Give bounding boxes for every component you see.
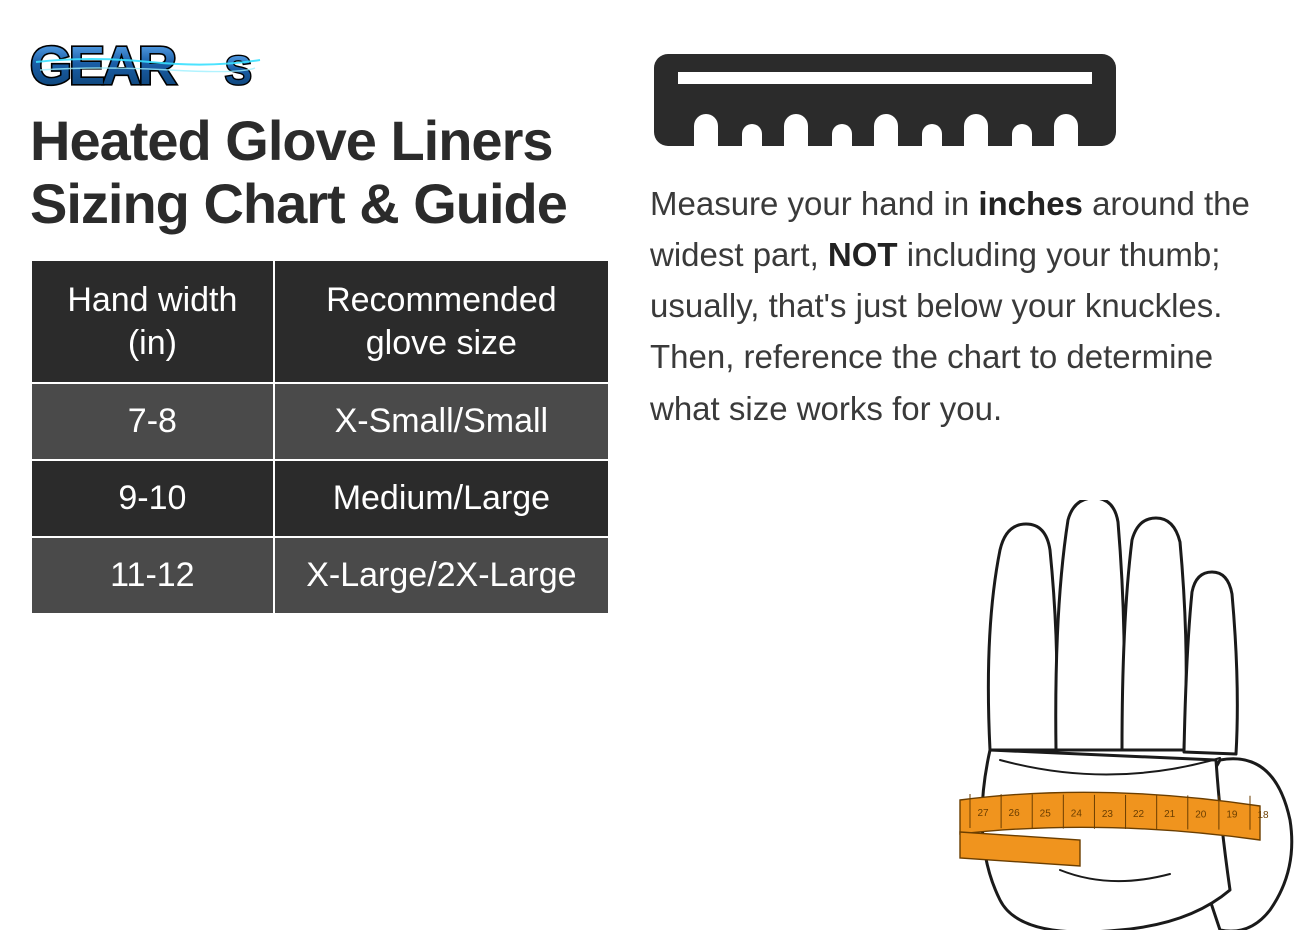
cell-size: X-Small/Small — [274, 383, 609, 460]
cell-width: 11-12 — [31, 537, 274, 614]
text-frag: Measure your hand in — [650, 185, 978, 222]
svg-text:22: 22 — [1133, 809, 1145, 820]
page-title: Heated Glove Liners Sizing Chart & Guide — [30, 110, 610, 235]
cell-size: X-Large/2X-Large — [274, 537, 609, 614]
svg-text:20: 20 — [1195, 809, 1207, 820]
hand-illustration: 27 26 25 24 23 22 21 20 19 18 — [920, 500, 1300, 930]
svg-text:25: 25 — [1040, 808, 1052, 819]
sizing-table: Hand width (in) Recommended glove size 7… — [30, 259, 610, 615]
table-header-row: Hand width (in) Recommended glove size — [31, 260, 609, 383]
table-row: 11-12 X-Large/2X-Large — [31, 537, 609, 614]
gears-logo: GEAR S — [30, 30, 290, 100]
svg-text:18: 18 — [1257, 810, 1269, 821]
text-bold-not: NOT — [828, 236, 898, 273]
table-row: 9-10 Medium/Large — [31, 460, 609, 537]
svg-text:23: 23 — [1102, 809, 1114, 820]
col-header-width: Hand width (in) — [31, 260, 274, 383]
left-column: GEAR S Heated Glove Liners Sizing Chart … — [30, 30, 610, 900]
right-column: Measure your hand in inches around the w… — [650, 30, 1270, 900]
page-container: GEAR S Heated Glove Liners Sizing Chart … — [0, 0, 1300, 900]
ruler-icon — [650, 50, 1120, 150]
col-header-size: Recommended glove size — [274, 260, 609, 383]
svg-text:26: 26 — [1009, 808, 1021, 819]
instructions-text: Measure your hand in inches around the w… — [650, 178, 1270, 434]
text-bold-inches: inches — [978, 185, 1083, 222]
svg-text:GEAR: GEAR — [30, 36, 176, 96]
svg-text:24: 24 — [1071, 809, 1083, 820]
svg-text:27: 27 — [977, 808, 989, 819]
svg-text:19: 19 — [1226, 810, 1238, 821]
cell-width: 7-8 — [31, 383, 274, 460]
cell-size: Medium/Large — [274, 460, 609, 537]
svg-text:21: 21 — [1164, 809, 1176, 820]
table-row: 7-8 X-Small/Small — [31, 383, 609, 460]
cell-width: 9-10 — [31, 460, 274, 537]
